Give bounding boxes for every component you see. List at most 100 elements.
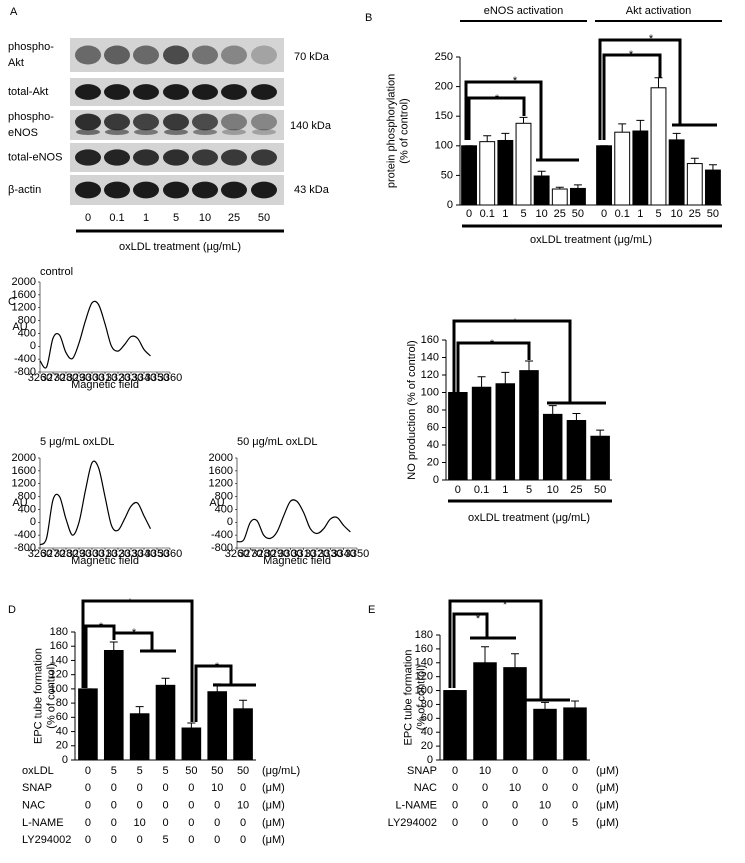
x-tick-label: 0.1 — [615, 208, 630, 220]
y-axis-label-line: (% of control) — [415, 665, 427, 730]
significance-star: * — [513, 317, 518, 329]
row-value: 0 — [452, 817, 458, 829]
spectrum-line — [39, 460, 152, 546]
significance-bracket — [456, 341, 531, 395]
row-value: 0 — [85, 800, 91, 812]
blot-band — [251, 149, 277, 166]
blot-lane-label: 50 — [258, 212, 270, 224]
x-tick-label: 3280 — [251, 548, 275, 560]
x-tick-label: 3270 — [41, 548, 65, 560]
y-tick-label: 120 — [415, 671, 433, 683]
y-tick-label: 0 — [447, 199, 453, 211]
y-tick-label: -800 — [14, 542, 36, 554]
error-bar — [525, 360, 533, 371]
row-value: 0 — [111, 782, 117, 794]
y-tick-label: 80 — [56, 697, 68, 709]
y-tick-label: 140 — [50, 654, 68, 666]
y-tick-label: 150 — [435, 110, 453, 122]
bar — [473, 662, 497, 761]
row-value: 0 — [542, 817, 548, 829]
row-unit: (μM) — [596, 782, 619, 794]
error-bar — [483, 135, 492, 142]
bar — [448, 392, 468, 481]
y-tick-label: 1200 — [12, 302, 36, 314]
blot-band — [163, 181, 189, 199]
x-tick-label: 50 — [594, 484, 606, 496]
panel-label: D — [8, 604, 16, 616]
y-axis-label-line: (% of control) — [398, 98, 410, 163]
y-tick-label: -800 — [211, 542, 233, 554]
blot-band — [133, 84, 159, 100]
x-tick-label: 3320 — [305, 548, 329, 560]
y-tick-label: -400 — [14, 529, 36, 541]
y-tick-label: 140 — [421, 351, 439, 363]
row-value: 5 — [162, 765, 168, 777]
bar — [479, 141, 496, 206]
blot-band — [251, 113, 277, 131]
blot-band — [104, 45, 130, 65]
row-value: 10 — [211, 782, 223, 794]
blot-band — [104, 84, 130, 100]
significance-star: * — [128, 597, 133, 609]
x-tick-label: 3360 — [158, 372, 182, 384]
x-tick-label: 1 — [502, 484, 508, 496]
y-tick-label: -800 — [14, 366, 36, 378]
y-tick-label: 0 — [30, 516, 36, 528]
x-tick-label: 3340 — [132, 372, 156, 384]
y-tick-label: 120 — [421, 369, 439, 381]
x-tick-label: 3290 — [67, 372, 91, 384]
x-tick-label: 3350 — [145, 548, 169, 560]
bar — [590, 435, 610, 481]
blot-row-label: phospho- — [8, 41, 54, 53]
error-bar — [161, 677, 170, 686]
y-axis-label-line: EPC tube formation — [402, 650, 414, 746]
significance-star: * — [490, 338, 495, 350]
bar — [503, 667, 527, 761]
y-tick-label: 100 — [421, 386, 439, 398]
x-tick-label: 10 — [536, 208, 548, 220]
blot-band — [192, 181, 218, 199]
row-value: 50 — [211, 765, 223, 777]
x-tick-label: 5 — [655, 208, 661, 220]
row-value: 0 — [240, 782, 246, 794]
error-bar — [501, 132, 510, 141]
y-tick-label: -400 — [211, 529, 233, 541]
blot-band — [251, 84, 277, 100]
error-bar — [596, 429, 605, 437]
row-value: 0 — [162, 800, 168, 812]
error-bar — [548, 405, 557, 415]
blot-row-label: eNOS — [8, 127, 38, 139]
y-tick-label: 180 — [415, 629, 433, 641]
significance-bracket — [452, 319, 572, 403]
x-axis-label: oxLDL treatment (μg/mL) — [468, 512, 590, 524]
x-tick-label: 3260 — [28, 548, 52, 560]
bar — [233, 708, 253, 761]
y-tick-label: 140 — [415, 657, 433, 669]
row-value: 5 — [162, 834, 168, 846]
y-tick-label: 100 — [415, 684, 433, 696]
x-tick-label: 3270 — [238, 548, 262, 560]
error-bar — [501, 371, 510, 384]
x-tick-label: 3300 — [80, 372, 104, 384]
blot-band — [133, 45, 159, 65]
error-bar — [537, 170, 546, 176]
x-axis-label: Magnetic field — [71, 555, 139, 567]
bar — [207, 691, 228, 761]
y-axis-label-line: protein phosphorylation — [385, 74, 397, 188]
y-tick-label: 1200 — [209, 478, 233, 490]
y-tick-label: 60 — [421, 712, 433, 724]
x-tick-label: 1 — [637, 208, 643, 220]
row-value: 5 — [137, 765, 143, 777]
row-value: 0 — [137, 800, 143, 812]
row-unit: (μM) — [596, 765, 619, 777]
blot-lane-label: 1 — [143, 212, 149, 224]
row-label: NAC — [22, 800, 45, 812]
blot-band — [133, 113, 159, 131]
bar — [596, 145, 613, 206]
bar — [533, 175, 550, 206]
y-tick-label: 1600 — [209, 465, 233, 477]
y-axis-label-line: EPC tube formation — [32, 648, 44, 744]
significance-star: * — [513, 75, 518, 87]
error-bar — [511, 653, 519, 668]
row-value: 50 — [185, 765, 197, 777]
